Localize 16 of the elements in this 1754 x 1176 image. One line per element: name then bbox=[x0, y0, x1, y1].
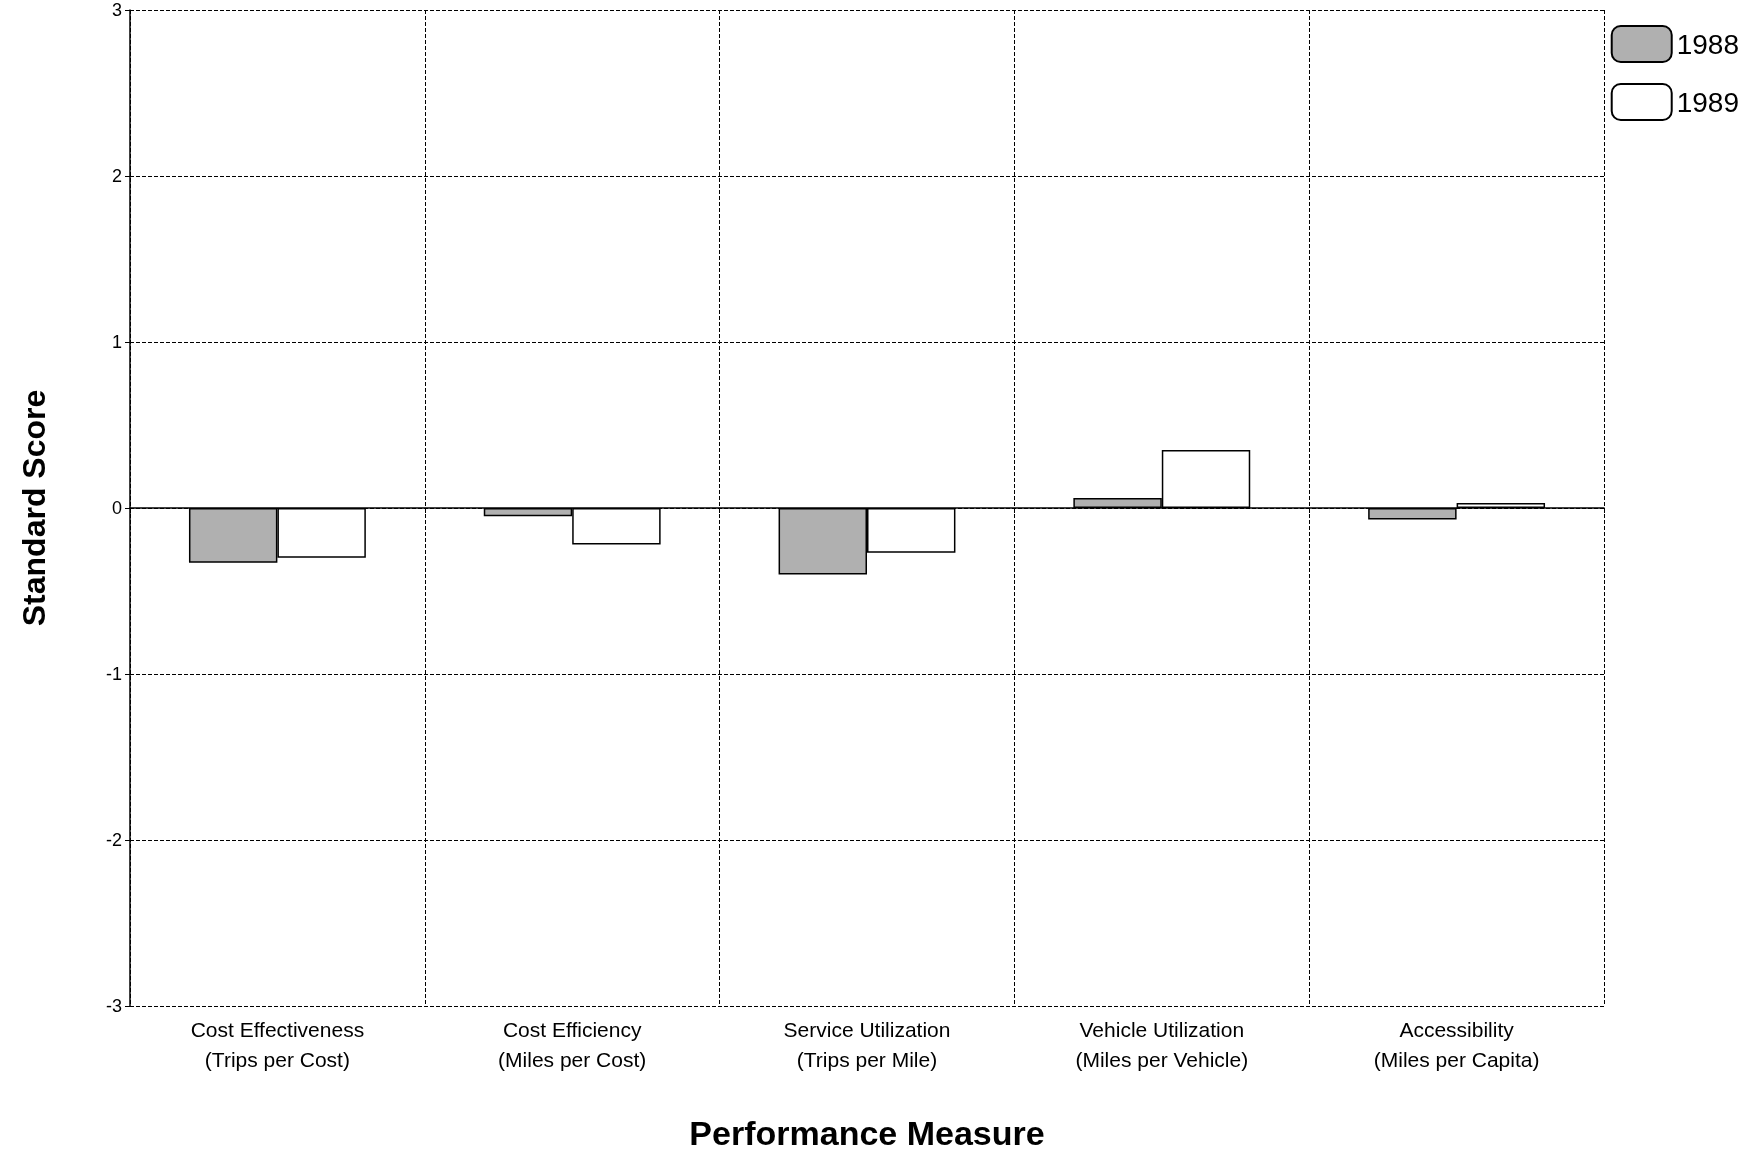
y-tick-label: 2 bbox=[111, 166, 122, 186]
y-tick-label: -2 bbox=[105, 830, 122, 850]
y-tick-label: 0 bbox=[111, 498, 122, 518]
x-tick-label: Accessibility (Miles per Capita) bbox=[1373, 1017, 1540, 1071]
y-tick-label: 1 bbox=[111, 332, 122, 352]
x-tick-label: Cost Effectiveness (Trips per Cost) bbox=[190, 1017, 365, 1071]
legend-label: 1989 bbox=[1676, 86, 1740, 118]
x-axis-title: Performance Measure bbox=[689, 1114, 1045, 1152]
y-tick-label: -1 bbox=[105, 664, 122, 684]
legend-label: 1988 bbox=[1676, 28, 1740, 60]
x-tick-label: Service Utilization (Trips per Mile) bbox=[783, 1017, 951, 1071]
y-tick-label: -3 bbox=[105, 996, 122, 1016]
x-tick-label: Cost Efficiency (Miles per Cost) bbox=[498, 1017, 647, 1071]
y-tick-label: 3 bbox=[111, 0, 122, 20]
y-axis-title: Standard Score bbox=[16, 389, 52, 627]
x-tick-label: Vehicle Utilization (Miles per Vehicle) bbox=[1075, 1017, 1249, 1071]
